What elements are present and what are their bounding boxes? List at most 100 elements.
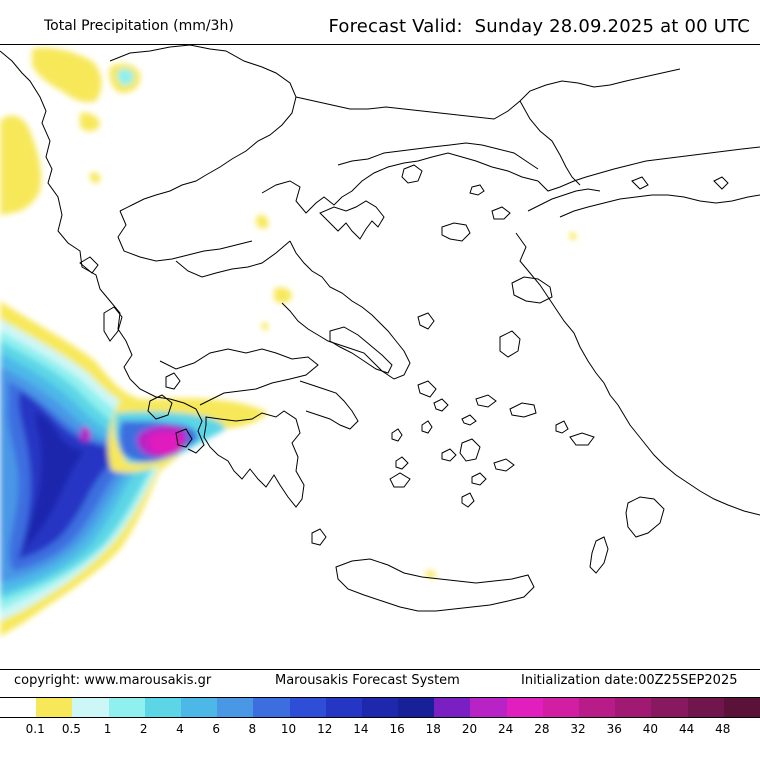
island-kefalonia [147, 394, 173, 420]
precip-purple-spot [80, 426, 91, 442]
island-kea [391, 428, 403, 442]
legend-swatch [36, 698, 73, 717]
forecast-valid: Forecast Valid: Sunday 28.09.2025 at 00 … [328, 16, 750, 37]
legend-swatch [723, 698, 760, 717]
legend-tick-label: 6 [212, 722, 220, 736]
coast-attica [299, 380, 359, 430]
precip-north-cyan [117, 68, 134, 86]
precip-spot-4 [90, 172, 101, 184]
border-north-2 [295, 68, 681, 120]
precip-north-light-5 [0, 192, 18, 215]
coast-thessaly [281, 240, 411, 380]
island-amorgos [493, 458, 515, 472]
island-crete [335, 558, 535, 612]
precipitation-map [0, 44, 760, 670]
forecast-label: Forecast Valid: [328, 16, 463, 37]
precip-spot-1 [256, 214, 269, 229]
legend-swatch [144, 698, 181, 717]
island-lesvos [511, 276, 553, 304]
island-skyros [417, 312, 435, 330]
legend-tick-label: 16 [389, 722, 405, 736]
island-karpathos [589, 536, 609, 574]
legend-tick-label: 0.5 [61, 722, 81, 736]
legend-swatch [687, 698, 724, 717]
island-lefkada [165, 372, 181, 390]
precip-north-light [0, 115, 42, 214]
coast-chalkidiki [319, 200, 385, 240]
island-marmara-2 [713, 176, 729, 190]
legend-swatch [108, 698, 145, 717]
border-east [519, 100, 581, 186]
legend-tick-label: 36 [606, 722, 622, 736]
island-tinos [433, 398, 449, 412]
precip-spot-5 [569, 232, 577, 240]
coast-sea-of-marmara [559, 194, 760, 218]
legend-swatch [217, 698, 254, 717]
legend-swatch [398, 698, 435, 717]
island-kalymnos [555, 420, 569, 434]
legend-tick-label: 1 [103, 722, 112, 736]
legend-tick-label: 40 [642, 722, 659, 736]
coast-turkey [515, 146, 760, 516]
border-north-1 [109, 45, 297, 212]
legend-swatch [289, 698, 326, 717]
precip-north-light-4 [80, 112, 100, 132]
legend-swatch [579, 698, 616, 717]
island-corfu [103, 306, 123, 342]
coast-mainland-west [159, 348, 319, 406]
initialization-date: Initialization date:00Z25SEP2025 [521, 673, 738, 688]
map-canvas [0, 45, 760, 637]
legend-tick-label: 20 [461, 722, 478, 736]
precip-magenta-cell [148, 432, 182, 454]
legend-tick-label: 18 [425, 722, 441, 736]
island-chios [499, 330, 521, 358]
map-title: Total Precipitation (mm/3h) [44, 18, 234, 34]
island-marmara [631, 176, 649, 190]
legend-tick-label: 44 [678, 722, 695, 736]
coast-gallipoli [527, 188, 601, 212]
island-lemnos [441, 222, 471, 242]
legend-swatch [72, 698, 109, 717]
legend-swatch [325, 698, 362, 717]
island-andros [417, 380, 437, 398]
precip-spot-3 [261, 322, 269, 330]
legend-swatch [434, 698, 471, 717]
legend-tick-label: 28 [534, 722, 550, 736]
coast-euboea [329, 326, 393, 374]
copyright-text: copyright: www.marousakis.gr [14, 673, 212, 688]
legend-tick-label: 12 [317, 722, 333, 736]
island-kos [569, 432, 595, 446]
border-greece-north [175, 142, 539, 278]
precip-spot-2 [274, 287, 292, 304]
island-zakynthos [175, 428, 193, 448]
island-imbros [491, 206, 511, 220]
island-santorini [461, 492, 475, 508]
island-paros [441, 448, 457, 462]
precip-north-light-2 [32, 47, 102, 103]
island-ios [471, 472, 487, 486]
legend-tick-label: 14 [353, 722, 369, 736]
system-name: Marousakis Forecast System [275, 673, 460, 688]
coast-aegean-north [261, 152, 539, 214]
island-thasos [401, 164, 423, 184]
legend-tick-label: 0.1 [25, 722, 45, 736]
legend-swatch [361, 698, 399, 717]
border-north-3 [117, 210, 253, 262]
precipitation-field [0, 47, 577, 637]
legend-tick-label: 24 [498, 722, 514, 736]
coast-peloponnese [203, 410, 305, 508]
island-serifos [395, 456, 409, 470]
coast-balkans-west [0, 50, 205, 454]
coastlines [0, 45, 760, 612]
island-mykonos [461, 414, 477, 426]
island-rhodes [625, 496, 665, 538]
island-samos [509, 402, 537, 418]
island-samothrace [469, 184, 485, 196]
precip-spot-6 [425, 570, 437, 578]
legend-swatch [180, 698, 218, 717]
legend-tick-label: 48 [715, 722, 731, 736]
legend-tick-label: 8 [248, 722, 257, 736]
island-milos [389, 472, 411, 488]
legend-color-bar [0, 697, 760, 718]
legend-labels: 0.1 0.5 1 2 4 6 8 10 12 14 16 18 20 24 28 32 36 40 44 48 [0, 722, 760, 742]
